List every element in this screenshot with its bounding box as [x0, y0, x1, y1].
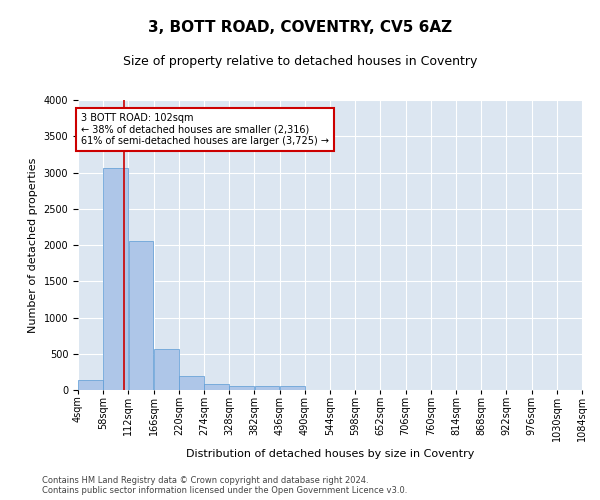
Bar: [280, 386, 305, 390]
Bar: [254, 386, 280, 390]
Text: Contains HM Land Registry data © Crown copyright and database right 2024.
Contai: Contains HM Land Registry data © Crown c…: [42, 476, 407, 495]
Bar: [154, 350, 179, 390]
X-axis label: Distribution of detached houses by size in Coventry: Distribution of detached houses by size …: [186, 449, 474, 459]
Text: 3, BOTT ROAD, COVENTRY, CV5 6AZ: 3, BOTT ROAD, COVENTRY, CV5 6AZ: [148, 20, 452, 35]
Bar: [204, 384, 229, 390]
Bar: [179, 376, 204, 390]
Text: 3 BOTT ROAD: 102sqm
← 38% of detached houses are smaller (2,316)
61% of semi-det: 3 BOTT ROAD: 102sqm ← 38% of detached ho…: [81, 113, 329, 146]
Bar: [229, 386, 254, 390]
Y-axis label: Number of detached properties: Number of detached properties: [28, 158, 38, 332]
Bar: [103, 168, 128, 390]
Text: Size of property relative to detached houses in Coventry: Size of property relative to detached ho…: [123, 55, 477, 68]
Bar: [78, 380, 103, 390]
Bar: [128, 240, 154, 390]
